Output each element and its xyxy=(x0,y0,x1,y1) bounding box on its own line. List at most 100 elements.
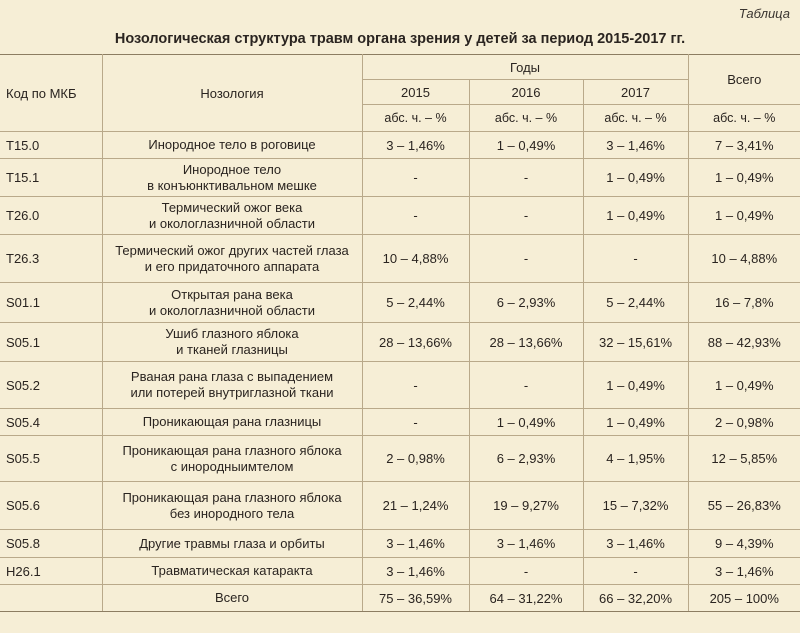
table-row: S05.4 Проникающая рана глазницы - 1 – 0,… xyxy=(0,408,800,436)
nosology-line: Проникающая рана глазного яблока xyxy=(122,442,342,458)
header-unit-total: абс. ч. – % xyxy=(687,104,800,132)
cell-2015: - xyxy=(361,158,470,197)
cell-code: S05.4 xyxy=(0,408,103,436)
cell-nosology: Термический ожог века и окологлазничной о… xyxy=(101,196,363,235)
cell-2015: 3 – 1,46% xyxy=(361,557,470,585)
cell-2017: 3 – 1,46% xyxy=(582,529,689,558)
header-nosology: Нозология xyxy=(101,54,363,132)
cell-total: 2 – 0,98% xyxy=(687,408,800,436)
cell-code: T26.3 xyxy=(0,234,103,283)
nosology-line: Рваная рана глаза с выпадением xyxy=(130,369,334,384)
nosology-line: и окологлазничной области xyxy=(148,215,316,231)
cell-total: 9 – 4,39% xyxy=(687,529,800,558)
cell-2017: 4 – 1,95% xyxy=(582,435,689,482)
cell-nosology: Проникающая рана глазного яблока с инород… xyxy=(101,435,363,482)
cell-total: 55 – 26,83% xyxy=(687,481,800,530)
cell-2015: 2 – 0,98% xyxy=(361,435,470,482)
header-years: Годы xyxy=(361,54,689,80)
cell-code: T15.0 xyxy=(0,131,103,159)
table-caption: Таблица xyxy=(738,6,790,21)
nosology-line: Термический ожог века xyxy=(161,199,303,215)
cell-2016: 1 – 0,49% xyxy=(468,408,584,436)
header-year-2017: 2017 xyxy=(582,79,689,105)
cell-nosology: Другие травмы глаза и орбиты xyxy=(101,529,363,558)
cell-total-label: Всего xyxy=(101,584,363,612)
cell-2016: 6 – 2,93% xyxy=(468,282,584,323)
header-year-2016: 2016 xyxy=(468,79,584,105)
cell-2017: 1 – 0,49% xyxy=(582,158,689,197)
cell-2016: 19 – 9,27% xyxy=(468,481,584,530)
cell-total: 1 – 0,49% xyxy=(687,361,800,409)
cell-2015: 5 – 2,44% xyxy=(361,282,470,323)
cell-2017: 5 – 2,44% xyxy=(582,282,689,323)
nosology-line: Инородное тело в роговице xyxy=(148,137,316,152)
cell-nosology: Рваная рана глаза с выпадением или потере… xyxy=(101,361,363,409)
cell-2016: 1 – 0,49% xyxy=(468,131,584,159)
table-row: H26.1 Травматическая катаракта 3 – 1,46%… xyxy=(0,557,800,585)
cell-2015: 21 – 1,24% xyxy=(361,481,470,530)
header-code: Код по МКБ xyxy=(0,54,103,132)
cell-2017: 15 – 7,32% xyxy=(582,481,689,530)
nosology-line: Проникающая рана глазницы xyxy=(142,414,322,429)
nosology-line: и его придаточного аппарата xyxy=(144,258,320,274)
cell-total: 1 – 0,49% xyxy=(687,196,800,235)
cell-2015: - xyxy=(361,361,470,409)
cell-2016: 28 – 13,66% xyxy=(468,322,584,362)
nosology-line: Проникающая рана глазного яблока xyxy=(122,489,342,505)
cell-2017: 1 – 0,49% xyxy=(582,361,689,409)
cell-code: H26.1 xyxy=(0,557,103,585)
table-row: S05.5 Проникающая рана глазного яблока с … xyxy=(0,435,800,482)
cell-code: S05.5 xyxy=(0,435,103,482)
nosology-line: Открытая рана века xyxy=(171,286,293,302)
cell-2017: 1 – 0,49% xyxy=(582,408,689,436)
cell-nosology: Открытая рана века и окологлазничной обла… xyxy=(101,282,363,323)
nosology-line: и тканей глазницы xyxy=(176,342,288,357)
cell-code: S05.6 xyxy=(0,481,103,530)
cell-2016: - xyxy=(468,196,584,235)
table-row: T26.0 Термический ожог века и окологлазни… xyxy=(0,196,800,235)
cell-nosology: Термический ожог других частей глаза и ег… xyxy=(101,234,363,283)
cell-code: S05.1 xyxy=(0,322,103,362)
cell-nosology: Проникающая рана глазного яблока без инор… xyxy=(101,481,363,530)
cell-nosology: Проникающая рана глазницы xyxy=(101,408,363,436)
table-title: Нозологическая структура травм органа зр… xyxy=(114,31,686,47)
cell-2016: - xyxy=(468,557,584,585)
table-row: T15.0 Инородное тело в роговице 3 – 1,46… xyxy=(0,131,800,159)
cell-nosology: Инородное тело в конъюнктивальном мешке xyxy=(101,158,363,197)
header-unit-2015: абс. ч. – % xyxy=(362,104,470,132)
cell-2015: - xyxy=(361,408,470,436)
cell-2015: 3 – 1,46% xyxy=(361,529,470,558)
cell-code: S05.2 xyxy=(0,361,103,409)
cell-2017: 32 – 15,61% xyxy=(582,322,689,362)
cell-2017: - xyxy=(582,234,689,283)
nosology-line: или потерей внутриглазной ткани xyxy=(130,385,334,400)
cell-2015: 3 – 1,46% xyxy=(361,131,470,159)
cell-nosology: Инородное тело в роговице xyxy=(101,131,363,159)
cell-total: 7 – 3,41% xyxy=(687,131,800,159)
cell-code: S01.1 xyxy=(0,282,103,323)
nosology-line: и окологлазничной области xyxy=(148,302,316,318)
header-total: Всего xyxy=(687,54,800,105)
cell-2015: 75 – 36,59% xyxy=(361,584,470,612)
nosology-line: с инородныимтелом xyxy=(170,458,294,474)
cell-2016: - xyxy=(468,234,584,283)
nosology-line: Инородное тело xyxy=(182,161,282,177)
table-row: S05.2 Рваная рана глаза с выпадением или … xyxy=(0,361,800,409)
table-total-row: Всего 75 – 36,59% 64 – 31,22% 66 – 32,20… xyxy=(0,584,800,612)
cell-code: T26.0 xyxy=(0,196,103,235)
nosology-line: Травматическая катаракта xyxy=(151,563,313,578)
header-unit-2017: абс. ч. – % xyxy=(582,104,689,132)
cell-code: S05.8 xyxy=(0,529,103,558)
table-row: T15.1 Инородное тело в конъюнктивальном м… xyxy=(0,158,800,197)
cell-2015: 28 – 13,66% xyxy=(361,322,470,362)
cell-2017: 3 – 1,46% xyxy=(582,131,689,159)
cell-total: 1 – 0,49% xyxy=(687,158,800,197)
cell-2016: 64 – 31,22% xyxy=(468,584,584,612)
nosology-line: без инородного тела xyxy=(169,505,295,521)
table-row: T26.3 Термический ожог других частей гла… xyxy=(0,234,800,283)
cell-2016: - xyxy=(468,361,584,409)
table-row: S05.6 Проникающая рана глазного яблока бе… xyxy=(0,481,800,530)
table-row: S01.1 Открытая рана века и окологлазнично… xyxy=(0,282,800,323)
nosology-line: в конъюнктивальном мешке xyxy=(147,177,317,193)
cell-total: 205 – 100% xyxy=(687,584,800,612)
